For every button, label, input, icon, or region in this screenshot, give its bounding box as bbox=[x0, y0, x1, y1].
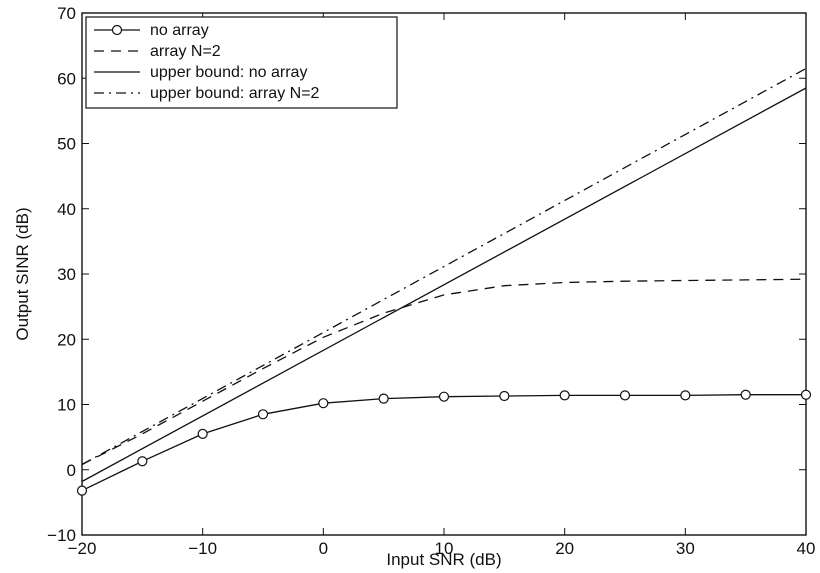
series-marker bbox=[499, 390, 510, 402]
legend-label: array N=2 bbox=[150, 43, 221, 60]
y-tick-label: 60 bbox=[57, 69, 76, 88]
x-tick-label: −10 bbox=[188, 539, 217, 558]
legend-label: upper bound: no array bbox=[150, 64, 307, 81]
x-tick-label: −20 bbox=[68, 539, 97, 558]
series-line-2 bbox=[81, 278, 807, 466]
y-tick-label: 20 bbox=[57, 330, 76, 349]
x-tick-label: 10 bbox=[435, 539, 454, 558]
series-line-1 bbox=[81, 394, 806, 492]
x-axis-label: Input SNR (dB) bbox=[386, 550, 501, 569]
series-marker bbox=[197, 428, 208, 439]
series-marker bbox=[378, 393, 389, 404]
series-group bbox=[76, 67, 812, 496]
series-marker bbox=[559, 390, 570, 401]
y-tick-label: 70 bbox=[57, 4, 76, 23]
x-tick-label: 20 bbox=[555, 539, 574, 558]
legend: no array array N=2 upper bound: no array up… bbox=[85, 16, 398, 109]
y-tick-label: 40 bbox=[57, 200, 76, 219]
legend-label: upper bound: array N=2 bbox=[150, 85, 320, 102]
series-marker bbox=[438, 391, 450, 402]
series-marker bbox=[318, 398, 329, 409]
series-marker bbox=[76, 485, 88, 496]
series-marker bbox=[800, 389, 812, 400]
series-marker bbox=[137, 456, 148, 467]
series-marker bbox=[680, 390, 691, 401]
y-tick-label: 50 bbox=[57, 135, 76, 154]
y-tick-label: 0 bbox=[67, 461, 76, 480]
y-tick-label: 10 bbox=[57, 396, 76, 415]
series-marker bbox=[257, 409, 269, 420]
series-line-3 bbox=[81, 87, 807, 483]
x-tick-label: 40 bbox=[797, 539, 816, 558]
series-marker bbox=[619, 390, 631, 401]
legend-label: no array bbox=[150, 22, 209, 39]
x-tick-label: 30 bbox=[676, 539, 695, 558]
legend-marker bbox=[111, 24, 123, 36]
legend-box bbox=[85, 16, 398, 109]
series-marker bbox=[740, 389, 751, 400]
y-tick-label: −10 bbox=[47, 526, 76, 545]
series-line-4 bbox=[81, 67, 807, 466]
y-axis-label: Output SINR (dB) bbox=[13, 207, 32, 340]
x-tick-label: 0 bbox=[319, 539, 328, 558]
y-tick-label: 30 bbox=[57, 265, 76, 284]
